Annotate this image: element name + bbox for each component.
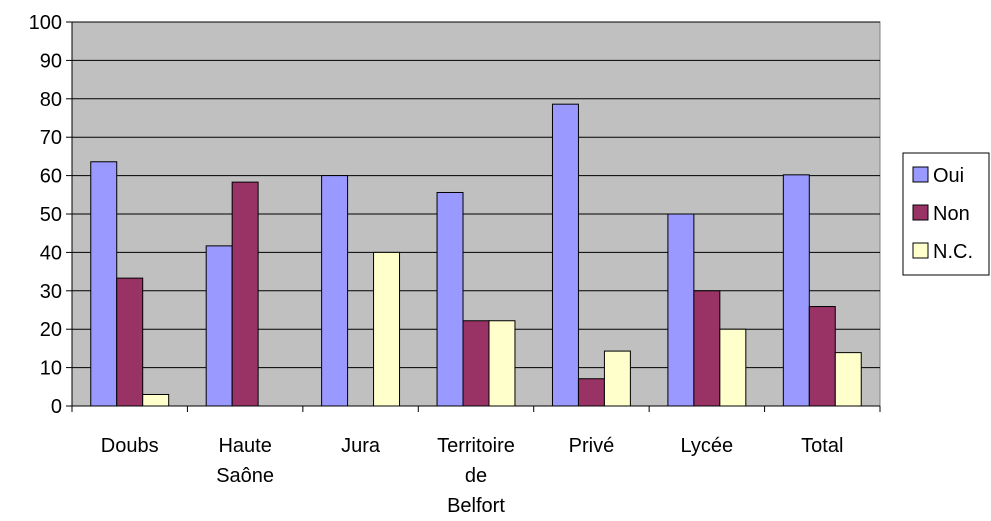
y-tick-label: 90 [40,50,62,72]
y-tick-label: 100 [29,12,62,34]
bar-oui-4 [551,103,579,407]
bar-oui-3 [436,191,464,407]
bar-oui-1 [205,245,233,407]
bar-oui-5 [667,213,695,407]
bar-nc-4 [603,350,631,407]
legend-label: Non [933,203,970,225]
bar-nc-5 [719,328,747,407]
bar-non-1 [231,181,259,407]
legend-label: Oui [933,165,964,187]
y-axis-ticks: 0 10 20 30 40 50 60 70 80 90 100 [29,12,72,418]
bar-nc-6 [834,352,862,407]
bar-oui-6 [782,174,810,407]
bar-nc-3 [488,320,516,407]
x-axis-labels: Doubs Haute Saône Jura Territoire de Belfort Pr… [101,435,844,517]
legend: Oui Non N.C. [902,152,990,276]
x-category-label: Total [801,435,843,457]
y-tick-label: 80 [40,89,62,111]
bar-non-6 [808,306,836,407]
bar-nc-2 [373,251,401,407]
legend-label: N.C. [933,241,973,263]
y-tick-label: 60 [40,166,62,188]
y-tick-label: 50 [40,204,62,226]
bar-non-4 [577,378,605,407]
x-category-label: Haute Saône [216,435,274,487]
x-category-label: Territoire de Belfort [437,435,515,517]
x-category-label: Jura [341,435,381,457]
legend-swatch [912,204,929,221]
x-category-label: Privé [569,435,615,457]
y-tick-label: 20 [40,319,62,341]
bar-non-0 [116,277,144,407]
y-tick-label: 40 [40,242,62,264]
bar-non-3 [462,320,490,407]
bar-oui-0 [90,161,118,407]
x-category-label: Doubs [101,435,159,457]
x-category-label: Lycée [681,435,734,457]
bar-non-5 [693,290,721,407]
y-tick-label: 70 [40,127,62,149]
y-tick-label: 10 [40,358,62,380]
bar-oui-2 [321,175,349,407]
bar-nc-0 [142,393,170,407]
y-tick-label: 30 [40,281,62,303]
legend-swatch [912,242,929,259]
y-tick-label: 0 [51,396,62,418]
legend-swatch [912,166,929,183]
